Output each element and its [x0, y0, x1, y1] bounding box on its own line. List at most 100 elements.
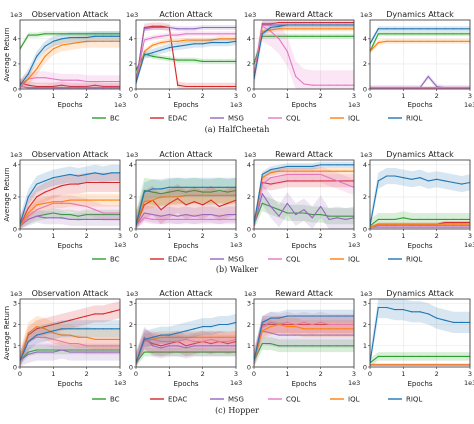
point-msg [193, 28, 195, 30]
y-tick-label: 2 [13, 321, 17, 329]
point-iql [328, 170, 330, 172]
point-riql [27, 196, 29, 198]
point-bc [394, 218, 396, 220]
point-cql [27, 215, 29, 217]
x-exponent: 1e3 [230, 101, 242, 109]
point-riql [227, 323, 229, 326]
point-riql [168, 47, 170, 49]
point-bc [52, 212, 54, 214]
point-riql [61, 175, 63, 177]
point-bc [111, 213, 113, 216]
series-group [254, 20, 354, 89]
point-riql [328, 24, 330, 26]
x-tick-label: 2 [319, 232, 323, 240]
point-bc [345, 345, 347, 347]
plot-frame [135, 19, 237, 90]
point-cql [202, 218, 204, 220]
y-tick-label: 4 [363, 161, 367, 169]
point-iql [160, 196, 162, 198]
point-iql [61, 201, 63, 203]
point-bc [320, 345, 322, 347]
point-bc [461, 33, 463, 35]
point-msg [328, 218, 330, 220]
plot-frame [19, 298, 121, 368]
x-exponent: 1e3 [464, 241, 474, 249]
point-msg [160, 215, 162, 217]
point-bc [210, 60, 212, 63]
point-iql [278, 323, 280, 326]
point-edac [36, 85, 38, 88]
chart-panel-2-4: 0 1 2 3 0 2 4 1e3 1e3 Dynamics Attack Epochs [360, 150, 474, 250]
point-msg [227, 26, 229, 29]
point-cql [295, 323, 297, 326]
point-iql [295, 326, 297, 328]
series-group [136, 313, 236, 367]
point-msg [52, 87, 54, 89]
point-edac [328, 21, 330, 24]
point-riql [303, 315, 305, 317]
legend-label-bc: BC [110, 396, 120, 404]
x-tick-label: 0 [368, 370, 372, 378]
point-edac [345, 21, 347, 24]
point-cql [168, 34, 170, 36]
point-cql [436, 226, 438, 228]
point-riql [152, 336, 154, 338]
x-axis-label: Epochs [407, 380, 432, 388]
point-bc [345, 215, 347, 217]
point-cql [311, 323, 313, 326]
y-tick-label: 0 [247, 225, 251, 233]
point-iql [69, 43, 71, 45]
point-riql [394, 28, 396, 30]
y-tick-label: 0 [13, 225, 17, 233]
point-msg [61, 87, 63, 89]
x-tick-label: 2 [435, 92, 439, 100]
point-riql [52, 330, 54, 332]
x-tick-label: 3 [352, 370, 356, 378]
legend-label-bc: BC [110, 256, 120, 264]
point-msg [320, 205, 322, 208]
point-cql [452, 226, 454, 228]
point-bc [444, 218, 446, 220]
y-tick-label: 3 [13, 300, 17, 308]
chart-panel-2-1: 0 1 2 3 0 2 4 1e3 1e3 Observation Attack Epochs Ave… [3, 150, 126, 250]
point-bc [111, 33, 113, 35]
point-iql [143, 50, 145, 52]
point-iql [218, 336, 220, 338]
point-cql [419, 226, 421, 228]
point-riql [402, 309, 404, 311]
x-axis-label: Epochs [57, 242, 82, 250]
point-cql [86, 80, 88, 83]
point-iql [36, 68, 38, 70]
x-exponent: 1e3 [464, 379, 474, 387]
y-tick-label: 2 [129, 60, 133, 68]
x-exponent: 1e3 [348, 379, 360, 387]
point-cql [77, 343, 79, 345]
point-riql [177, 186, 179, 188]
point-bc [202, 191, 204, 193]
point-riql [102, 35, 104, 37]
point-riql [436, 28, 438, 30]
point-msg [295, 213, 297, 216]
point-cql [202, 340, 204, 343]
point-msg [345, 218, 347, 220]
x-exponent: 1e3 [114, 379, 126, 387]
point-edac [444, 221, 446, 224]
point-iql [452, 364, 454, 366]
point-iql [152, 44, 154, 46]
x-tick-label: 1 [51, 370, 55, 378]
point-cql [261, 25, 263, 27]
point-cql [44, 205, 46, 208]
point-msg [303, 334, 305, 336]
point-edac [320, 21, 322, 24]
point-edac [94, 181, 96, 184]
point-riql [386, 175, 388, 177]
point-bc [394, 33, 396, 35]
point-cql [295, 173, 297, 176]
point-msg [102, 351, 104, 353]
band-bc [254, 337, 354, 367]
point-bc [427, 33, 429, 35]
y-exponent: 1e3 [244, 151, 256, 159]
plot-frame [253, 19, 355, 90]
y-tick-label: 4 [129, 35, 133, 43]
point-edac [69, 85, 71, 88]
